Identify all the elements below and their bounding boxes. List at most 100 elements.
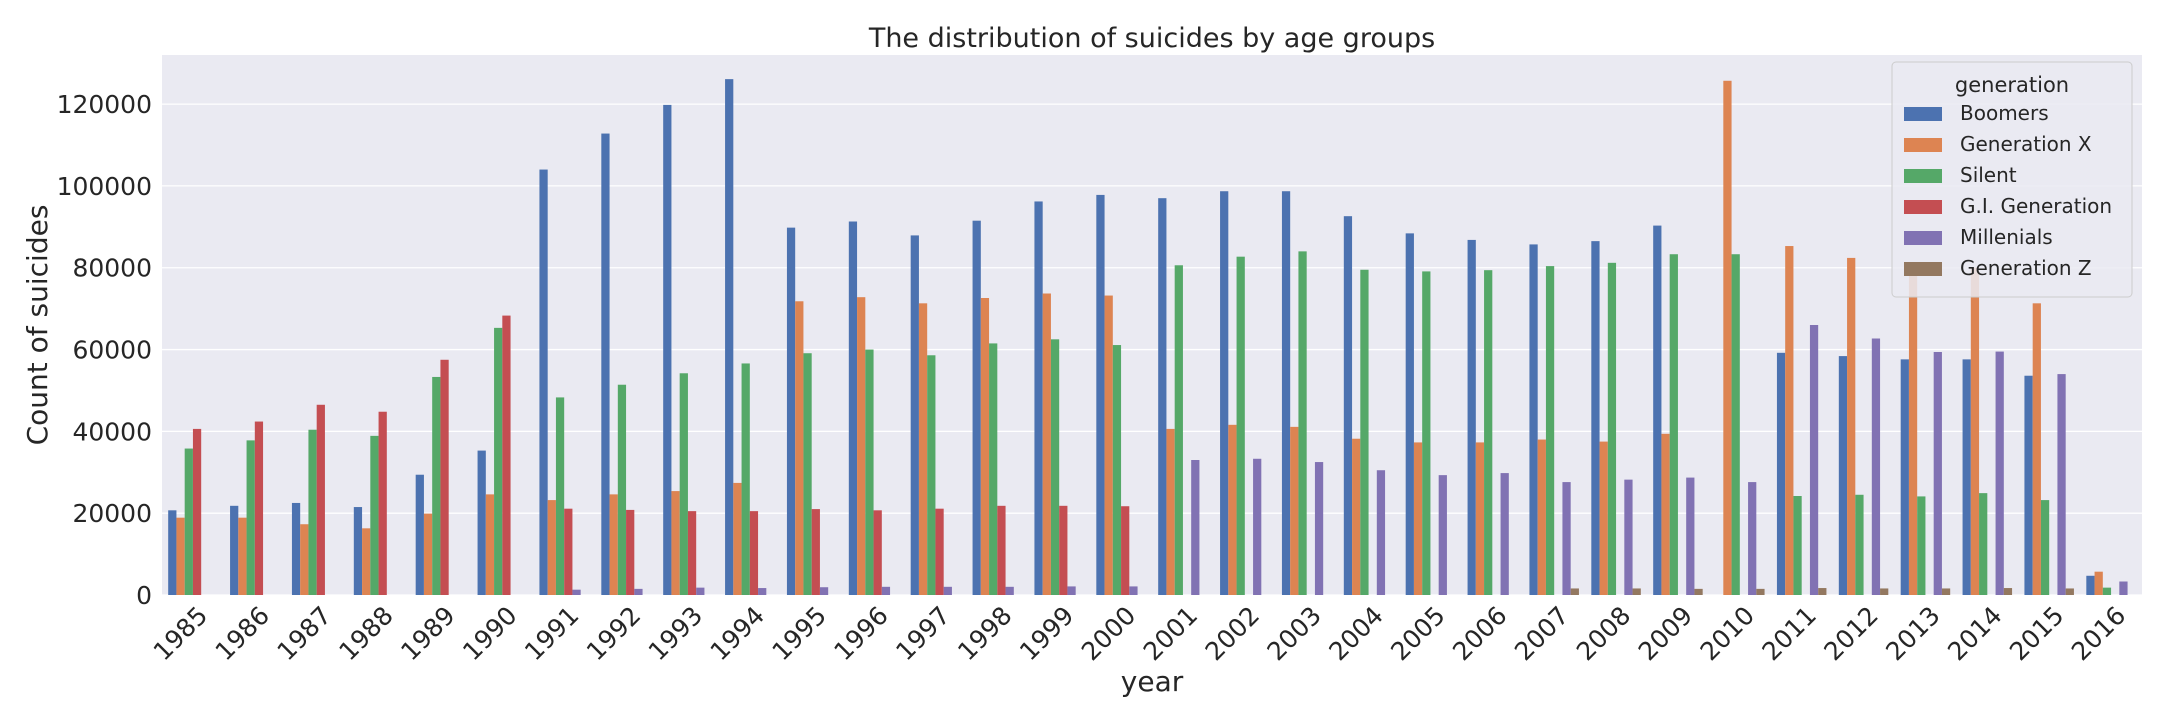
x-tick-label: 1995: [766, 601, 831, 666]
bar: [1880, 588, 1889, 595]
bar: [1847, 257, 1856, 595]
x-axis-label: year: [1121, 665, 1184, 698]
bar: [758, 588, 767, 595]
bar: [980, 298, 990, 595]
bar: [972, 220, 981, 595]
legend-swatch: [1904, 107, 1942, 121]
bar: [1731, 254, 1740, 595]
bar: [1624, 479, 1633, 595]
bar: [192, 428, 202, 595]
bar: [572, 589, 581, 595]
bar: [440, 359, 449, 595]
legend-swatch: [1904, 262, 1942, 276]
bar: [749, 511, 759, 595]
bar: [2094, 571, 2103, 595]
bar: [494, 327, 503, 595]
bar: [696, 587, 705, 595]
bar: [1669, 254, 1678, 595]
bar: [663, 104, 672, 595]
bar: [918, 303, 928, 595]
bar: [1723, 80, 1732, 596]
bar: [502, 315, 511, 595]
bar: [230, 505, 239, 595]
bar: [626, 509, 635, 595]
bar: [176, 517, 185, 595]
x-tick-label: 2002: [1200, 601, 1265, 666]
bar: [671, 491, 680, 595]
bar: [795, 301, 804, 595]
bar: [1545, 266, 1555, 595]
bar: [1005, 586, 1014, 595]
bar: [1104, 295, 1113, 595]
x-tick-label: 1998: [952, 601, 1017, 666]
bar: [1050, 339, 1060, 595]
bar: [1941, 588, 1951, 595]
bar: [943, 586, 952, 595]
x-tick-label: 2015: [2004, 601, 2069, 666]
bar: [246, 440, 255, 595]
bar: [1653, 225, 1662, 595]
bar: [811, 509, 820, 595]
bar: [1785, 246, 1794, 595]
x-tick-label: 2012: [1818, 601, 1883, 666]
legend-label: Generation Z: [1960, 256, 2092, 280]
bar: [1686, 477, 1695, 595]
bar: [1129, 586, 1138, 595]
bar: [370, 435, 379, 595]
bar: [1067, 586, 1076, 595]
bar: [362, 528, 371, 595]
bar: [1484, 270, 1493, 595]
bar: [1438, 475, 1447, 595]
legend-swatch: [1904, 200, 1942, 214]
bar: [601, 133, 610, 595]
legend-swatch: [1904, 169, 1942, 183]
bar: [555, 397, 565, 595]
y-tick-label: 100000: [57, 172, 152, 201]
bar: [2032, 303, 2041, 595]
x-tick-label: 2014: [1942, 601, 2007, 666]
bar: [1838, 356, 1848, 595]
bar: [477, 450, 486, 595]
bar: [168, 510, 177, 595]
bar: [2057, 374, 2066, 595]
legend-label: Generation X: [1960, 132, 2092, 156]
chart-title: The distribution of suicides by age grou…: [868, 23, 1435, 54]
bar: [865, 349, 874, 595]
y-ticks: 0 20000 40000 60000 80000 100000 120000: [57, 90, 152, 610]
legend: generation Boomers Generation X Silent G.I.…: [1891, 61, 2133, 298]
bar: [1591, 241, 1600, 596]
bar: [1376, 470, 1386, 595]
x-tick-label: 1986: [210, 601, 275, 666]
x-tick-label: 2009: [1633, 601, 1698, 666]
bar: [539, 169, 548, 595]
bar: [1793, 496, 1802, 595]
bar: [1360, 269, 1369, 595]
bar: [2086, 575, 2095, 595]
x-tick-label: 1997: [890, 601, 955, 666]
x-tick-label: 1991: [519, 601, 584, 666]
bar: [857, 297, 866, 595]
bar: [1298, 251, 1307, 595]
bar: [353, 507, 363, 595]
bar: [1900, 359, 1909, 595]
bar: [1112, 345, 1122, 595]
bar: [1979, 493, 1988, 595]
bar: [564, 508, 573, 595]
bar: [989, 343, 998, 595]
bar: [1748, 482, 1757, 595]
bar: [1059, 505, 1068, 595]
legend-label: Boomers: [1960, 101, 2049, 125]
bar: [1809, 325, 1819, 595]
x-tick-label: 2001: [1138, 601, 1203, 666]
legend-label: Silent: [1960, 163, 2017, 187]
bar: [547, 500, 556, 595]
bar: [1343, 216, 1353, 595]
x-tick-label: 2010: [1695, 601, 1760, 666]
bar: [254, 421, 264, 595]
bar: [679, 373, 688, 595]
x-tick-label: 2006: [1447, 601, 1512, 666]
y-axis-label: Count of suicides: [21, 205, 54, 446]
x-tick-label: 1996: [828, 601, 893, 666]
y-tick-label: 20000: [72, 499, 152, 528]
